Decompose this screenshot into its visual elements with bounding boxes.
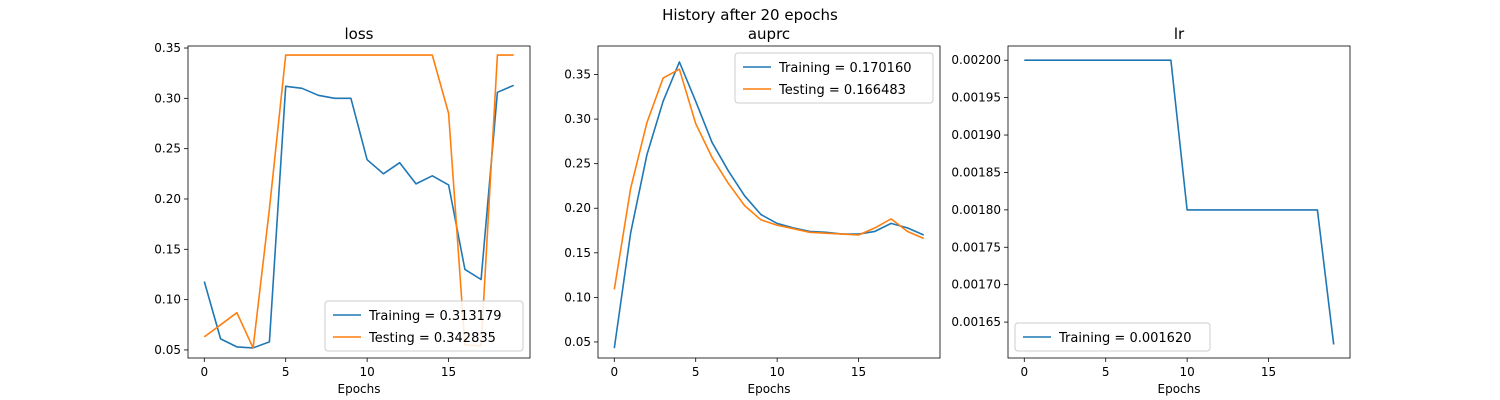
x-tick-label: 10: [1180, 365, 1195, 379]
y-tick-label: 0.15: [564, 246, 591, 260]
x-tick-label: 15: [1261, 365, 1276, 379]
y-tick-label: 0.00165: [951, 315, 1001, 329]
legend-label-testing: Testing = 0.166483: [778, 83, 906, 98]
y-tick-label: 0.10: [564, 290, 591, 304]
y-tick-label: 0.00185: [951, 165, 1001, 179]
y-tick-label: 0.15: [154, 242, 181, 256]
legend: Training = 0.313179 Testing = 0.342835: [324, 300, 524, 352]
y-tick-label: 0.20: [154, 192, 181, 206]
x-tick-label: 5: [692, 365, 700, 379]
legend: Training = 0.170160 Testing = 0.166483: [734, 52, 934, 104]
x-tick-label: 5: [282, 365, 290, 379]
y-tick-label: 0.35: [564, 68, 591, 82]
chart-title: loss: [345, 25, 374, 43]
series-line-training: [203, 84, 515, 349]
figure-suptitle: History after 20 epochs: [662, 6, 838, 24]
y-tick-label: 0.35: [154, 41, 181, 55]
legend-label-training: Training = 0.001620: [1058, 331, 1191, 346]
axes-frame: [597, 45, 941, 359]
chart-panel-lr: lr 0 5 10 15 0.00165 0.00170 0.00175 0.00180 0.00…: [951, 25, 1351, 396]
series-line-training: [1024, 59, 1335, 345]
y-tick-label: 0.05: [564, 335, 591, 349]
y-tick-label: 0.25: [154, 142, 181, 156]
x-axis-label: Epochs: [748, 382, 791, 396]
y-tick-label: 0.00170: [951, 278, 1001, 292]
series-line-training: [613, 61, 925, 349]
y-tick-label: 0.20: [564, 201, 591, 215]
x-axis-label: Epochs: [1158, 382, 1201, 396]
y-tick-label: 0.00200: [951, 53, 1001, 67]
legend-box: [1014, 322, 1211, 352]
legend-label-testing: Testing = 0.342835: [368, 331, 496, 346]
y-tick-label: 0.00175: [951, 240, 1001, 254]
x-axis-label: Epochs: [338, 382, 381, 396]
axes-frame: [1007, 45, 1351, 359]
series-line-testing: [613, 68, 925, 290]
x-tick-label: 15: [441, 365, 456, 379]
x-tick-label: 0: [1020, 365, 1028, 379]
legend-box: [734, 52, 934, 104]
chart-title: lr: [1174, 25, 1185, 43]
y-tick-label: 0.30: [564, 112, 591, 126]
y-tick-label: 0.10: [154, 293, 181, 307]
y-tick-label: 0.25: [564, 157, 591, 171]
y-tick-label: 0.30: [154, 91, 181, 105]
x-tick-label: 10: [360, 365, 375, 379]
legend-box: [324, 300, 524, 352]
y-tick-label: 0.00190: [951, 128, 1001, 142]
y-tick-label: 0.00180: [951, 203, 1001, 217]
legend-label-training: Training = 0.313179: [368, 309, 501, 324]
legend-label-training: Training = 0.170160: [778, 61, 911, 76]
x-tick-label: 0: [610, 365, 618, 379]
y-tick-label: 0.00195: [951, 91, 1001, 105]
x-tick-label: 0: [200, 365, 208, 379]
axes-frame: [187, 45, 531, 359]
y-tick-label: 0.05: [154, 343, 181, 357]
chart-title: auprc: [748, 25, 790, 43]
chart-panel-auprc: auprc 0 5 10 15 0.05 0.10 0.15 0.20 0.25 0.30 0.35 E…: [564, 25, 941, 396]
x-tick-label: 15: [851, 365, 866, 379]
x-tick-label: 10: [770, 365, 785, 379]
legend: Training = 0.001620: [1014, 322, 1211, 352]
x-tick-label: 5: [1102, 365, 1110, 379]
chart-panel-loss: loss 0 5 10 15 0.05 0.10 0.15 0.20 0.25 0.30 0.35 Ep…: [154, 25, 531, 396]
